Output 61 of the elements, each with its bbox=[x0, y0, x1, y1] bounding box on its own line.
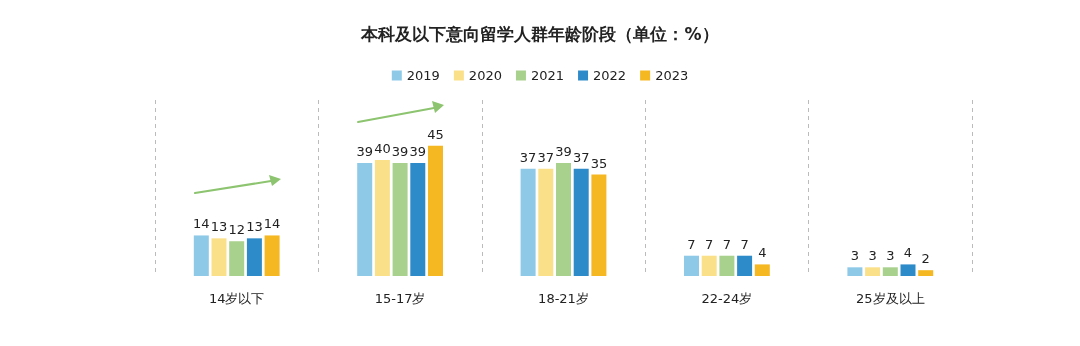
data-label: 39 bbox=[356, 144, 373, 160]
x-tick-label: 18-21岁 bbox=[538, 291, 589, 306]
bar bbox=[357, 163, 373, 276]
bar bbox=[900, 264, 916, 276]
data-label: 37 bbox=[572, 149, 590, 165]
data-label: 14 bbox=[263, 216, 281, 232]
data-label: 3 bbox=[850, 248, 860, 264]
bar bbox=[754, 264, 770, 276]
legend-label: 2019 bbox=[406, 68, 440, 83]
data-label: 39 bbox=[391, 144, 409, 160]
bar bbox=[719, 255, 735, 276]
data-label: 35 bbox=[590, 155, 608, 171]
bar bbox=[882, 267, 898, 276]
data-label: 13 bbox=[246, 219, 263, 235]
bar bbox=[556, 163, 571, 276]
bar bbox=[428, 145, 443, 276]
data-label: 4 bbox=[903, 245, 913, 261]
bar bbox=[410, 163, 426, 276]
bar bbox=[538, 168, 554, 276]
data-label: 45 bbox=[427, 126, 444, 142]
data-label: 37 bbox=[519, 149, 537, 165]
x-tick-label: 25岁及以上 bbox=[856, 291, 925, 306]
data-label: 12 bbox=[228, 222, 245, 238]
data-label: 37 bbox=[537, 149, 555, 165]
data-label: 7 bbox=[705, 236, 714, 252]
x-tick-label: 22-24岁 bbox=[701, 291, 753, 306]
bar bbox=[847, 267, 863, 276]
legend-label: 2020 bbox=[468, 68, 502, 83]
legend-label: 2023 bbox=[655, 68, 689, 83]
data-label: 7 bbox=[722, 236, 732, 252]
data-label: 39 bbox=[409, 144, 427, 160]
bar bbox=[684, 255, 699, 276]
x-tick-label: 14岁以下 bbox=[208, 291, 265, 306]
bar bbox=[918, 270, 934, 276]
legend-label: 2022 bbox=[593, 68, 627, 83]
chart-title: 本科及以下意向留学人群年龄阶段（单位：%） bbox=[360, 23, 719, 44]
bar bbox=[374, 160, 390, 276]
bar bbox=[246, 238, 262, 276]
data-label: 39 bbox=[555, 144, 572, 160]
bar bbox=[392, 163, 408, 276]
data-label: 3 bbox=[886, 248, 895, 264]
data-label: 40 bbox=[374, 141, 391, 157]
bar bbox=[701, 255, 717, 276]
bar bbox=[264, 235, 280, 276]
bar bbox=[573, 168, 589, 276]
bar bbox=[193, 235, 209, 276]
bar bbox=[737, 255, 753, 276]
data-label: 2 bbox=[921, 251, 930, 267]
bar bbox=[520, 168, 536, 276]
bar bbox=[865, 267, 881, 276]
data-label: 14 bbox=[193, 216, 210, 232]
data-label: 4 bbox=[758, 245, 767, 261]
legend-label: 2021 bbox=[530, 68, 565, 83]
x-tick-label: 15-17岁 bbox=[374, 291, 426, 306]
bar bbox=[211, 238, 227, 276]
data-label: 13 bbox=[210, 219, 228, 235]
data-label: 7 bbox=[687, 236, 696, 252]
data-label: 3 bbox=[868, 248, 877, 264]
bar bbox=[229, 241, 245, 276]
bar bbox=[591, 174, 607, 276]
data-label: 7 bbox=[740, 236, 749, 252]
